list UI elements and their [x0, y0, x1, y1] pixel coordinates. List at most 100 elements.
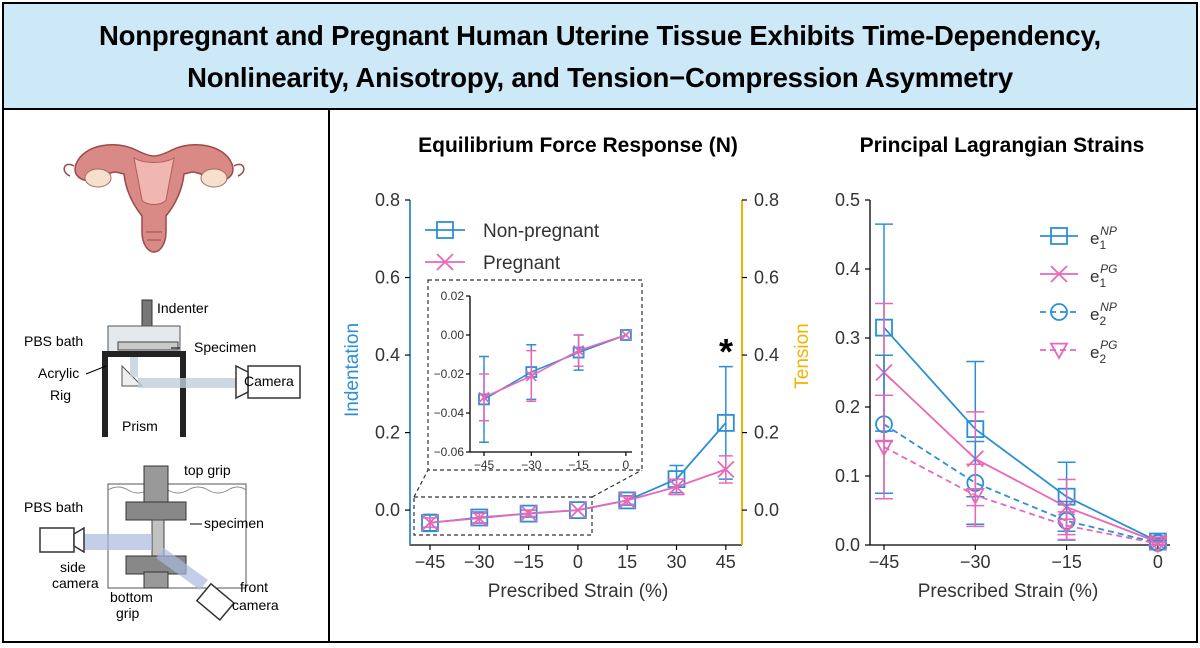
chart2-ytick-label: 0.1 [835, 466, 860, 486]
chart1-zoom-box [413, 496, 593, 536]
chart2-xtick-label: 0 [1153, 552, 1163, 572]
chart1-ytick-right-label: 0.4 [754, 345, 779, 365]
chart2-ytick-label: 0.4 [835, 259, 860, 279]
chart2-data-point [1057, 518, 1077, 536]
chart2-series-line [883, 371, 1159, 544]
chart1-data-point [618, 491, 637, 510]
chart2-legend-label: e2NP [1090, 300, 1117, 328]
chart1-xtick-label: −15 [513, 552, 544, 572]
chart1-ytick-right-label: 0.2 [754, 423, 779, 443]
chart1-ytick-label: 0.8 [375, 190, 400, 210]
chart1-ytick-label: 0.4 [375, 345, 400, 365]
chart1-title: Equilibrium Force Response (N) [418, 134, 738, 157]
chart2-series-line [883, 327, 1159, 543]
inset-series-line [483, 334, 627, 399]
chart1-data-point [667, 478, 686, 496]
inset-data-point [620, 329, 632, 341]
chart2-legend-label: e1NP [1090, 224, 1117, 252]
tension-rig-diagram: top grip PBS bath specimen side camera b… [24, 462, 279, 622]
top-grip-shape [143, 465, 169, 505]
inset-ytick-label: −0.02 [434, 367, 465, 381]
inset-ytick-label: 0.02 [441, 289, 465, 303]
chart2-legend-label: e1PG [1090, 262, 1118, 290]
experimental-setup-panel: Indenter PBS bath Specimen Acrylic Rig C… [2, 110, 330, 643]
inset-series-line [483, 334, 627, 401]
chart1-xtick-label: 45 [716, 552, 736, 572]
chart2-legend-label: e2PG [1090, 338, 1118, 366]
chart1-xtick-label: 30 [666, 552, 686, 572]
chart2-legend-marker [1050, 227, 1068, 245]
significance-asterisk: * [719, 331, 733, 372]
camera-icon [247, 365, 301, 399]
chart2-xtick-label: −30 [960, 552, 991, 572]
chart2-error-bar [966, 463, 985, 528]
chart1-data-point [421, 513, 439, 532]
label-front-camera-1: front [240, 579, 268, 595]
inset-frame [427, 279, 643, 471]
front-camera-icon [195, 582, 236, 622]
inset-data-point [525, 370, 537, 382]
chart1-xtick-label: −45 [415, 552, 446, 572]
chart2-error-bar [875, 394, 893, 500]
chart1-legend-label: Pregnant [483, 253, 561, 274]
label-bottom-grip-2: grip [116, 605, 140, 621]
chart1-data-point [569, 501, 587, 519]
chart1-ytick-label: 0.0 [375, 500, 400, 520]
inset-xtick-label: −15 [568, 458, 589, 472]
chart1-legend-marker [436, 221, 454, 239]
chart1-ytick-label: 0.6 [375, 268, 400, 288]
chart2-title: Principal Lagrangian Strains [860, 134, 1145, 157]
chart2-ytick-label: 0.2 [835, 397, 860, 417]
label-front-camera-2: camera [232, 597, 279, 613]
chart1-data-point [470, 509, 488, 527]
chart1-legend-marker [436, 253, 454, 271]
chart1-ytick-right-label: 0.6 [754, 268, 779, 288]
label-side-camera-1: side [60, 559, 86, 575]
chart2-data-point [965, 488, 985, 506]
label-rig: Rig [50, 387, 71, 403]
inset-xtick-label: −30 [521, 458, 542, 472]
chart2-plot: 0.0 0.1 0.2 0.3 0.4 0.5 −45 −30 −15 0 e1NP e1PG e2NP… [835, 190, 1170, 572]
chart1-data-point [716, 413, 735, 432]
chart1-ytick-right-label: 0.0 [754, 500, 779, 520]
label-top-grip: top grip [184, 462, 231, 478]
chart1-data-point [618, 491, 636, 510]
chart1-data-point [717, 460, 735, 479]
inset-xtick-label: 0 [623, 458, 630, 472]
uterus-illustration [63, 143, 245, 253]
chart2-legend-marker [1050, 303, 1068, 321]
chart1-zoom-connector [591, 469, 643, 498]
chart1-ylabel-left: Indentation [342, 323, 363, 417]
chart2-xtick-label: −15 [1051, 552, 1082, 572]
chart2-data-point [1148, 536, 1168, 554]
chart2-series-line [883, 446, 1159, 545]
chart1-xtick-label: 0 [573, 552, 583, 572]
chart2-legend-marker [1050, 265, 1068, 283]
chart2-ytick-label: 0.5 [835, 190, 860, 210]
inset-data-point [478, 391, 490, 404]
title-banner: Nonpregnant and Pregnant Human Uterine T… [2, 2, 1198, 110]
label-camera: Camera [244, 373, 294, 389]
chart2-ytick-label: 0.3 [835, 328, 860, 348]
inset-ytick-label: −0.04 [434, 406, 465, 420]
chart1-ytick-right-label: 0.8 [754, 190, 779, 210]
label-bottom-grip-1: bottom [110, 589, 153, 605]
chart1-xtick-label: 15 [617, 552, 637, 572]
inset-ytick-label: 0.00 [441, 328, 465, 342]
inset-ytick-label: −0.06 [434, 445, 465, 459]
chart1-xtick-label: −30 [464, 552, 495, 572]
chart1-inset: 0.02 0.00 −0.02 −0.04 −0.06 −45 −30 −15 0 [427, 279, 643, 472]
title-line-1: Nonpregnant and Pregnant Human Uterine T… [99, 20, 1101, 51]
chart2-xlabel: Prescribed Strain (%) [918, 581, 1099, 602]
label-specimen-bottom: specimen [204, 515, 264, 531]
chart1-zoom-connector [413, 469, 429, 498]
label-acrylic: Acrylic [38, 365, 79, 381]
label-pbs-bath-top: PBS bath [24, 333, 83, 349]
chart2-ytick-label: 0.0 [835, 535, 860, 555]
chart2-axes [869, 200, 1170, 546]
chart1-plot: 0.0 0.00.2 0.20.4 0.40.6 0.60.8 0.8−45 −30 −15 0… [375, 190, 779, 572]
label-specimen-top: Specimen [194, 339, 256, 355]
inset-xtick-label: −45 [474, 458, 495, 472]
chart1-data-point [519, 504, 538, 522]
